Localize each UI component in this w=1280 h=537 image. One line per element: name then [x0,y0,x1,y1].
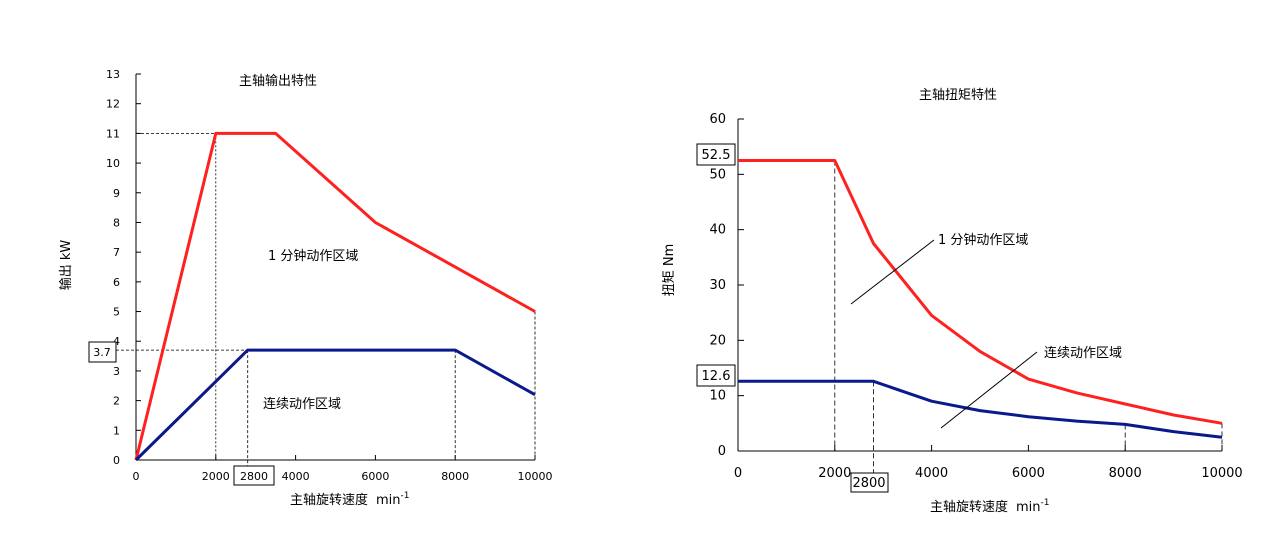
power-y-tick-label: 12 [106,98,120,111]
power-series-one-minute [134,131,536,461]
power-boxed-x-label: 2800 [240,470,268,483]
torque-guide-lines [834,160,1223,473]
torque-leader-line-continuous [940,351,1038,429]
torque-leader-line-one-minute [850,239,935,305]
power-boxed-x-frame [233,465,275,486]
power-y-tick-label: 5 [113,306,120,319]
power-chart-title: 主轴输出特性 [239,73,317,89]
torque-x-tick-label: 10000 [1201,466,1242,481]
torque-y-tick-label: 20 [709,333,726,348]
torque-annotation-continuous: 连续动作区域 [1044,345,1122,361]
power-y-axis-label: 输出 kW [58,240,74,291]
power-x-tick-label: 2000 [202,470,230,483]
torque-x-tick-label: 0 [734,466,742,481]
torque-boxed-y-frame-2 [696,364,736,387]
power-y-tick-label: 13 [106,68,120,81]
power-y-tick-label: 2 [113,395,120,408]
torque-x-tick-label: 8000 [1109,466,1142,481]
torque-x-tick-label: 2000 [818,466,851,481]
torque-y-tick-label: 50 [709,167,726,182]
power-x-tick-label: 10000 [518,470,553,483]
torque-series [738,159,1223,439]
power-boxed-y-label: 3.7 [93,346,111,359]
torque-series-one-minute [738,159,1223,425]
torque-boxed-x-frame [850,472,889,493]
torque-chart-title: 主轴扭矩特性 [919,88,997,103]
torque-x-tick-label: 6000 [1012,466,1045,481]
torque-chart: 主轴扭矩特性 0 10 20 30 40 50 60 0 2000 4000 6000 8000 10… [662,88,1243,515]
power-x-tick-label: 8000 [441,470,469,483]
torque-y-ticks: 0 10 20 30 40 50 60 [709,112,744,459]
torque-series-continuous [738,379,1223,439]
power-x-axis-label: 主轴旋转速度 min-1 [290,491,410,508]
power-y-tick-label: 9 [113,187,120,200]
power-annotation-one-minute: 1 分钟动作区域 [268,248,358,264]
power-y-tick-label: 6 [113,276,120,289]
torque-y-axis-label: 扭矩 Nm [662,244,677,297]
power-y-tick-label: 10 [106,157,120,170]
power-series-continuous [134,348,536,462]
power-x-tick-label: 4000 [282,470,310,483]
power-y-tick-label: 8 [113,216,120,229]
torque-boxed-y-label-1: 52.5 [702,148,731,163]
power-y-tick-label: 1 [113,424,120,437]
power-y-tick-label: 11 [106,127,120,140]
torque-y-tick-label: 0 [718,444,726,459]
power-x-ticks: 0 2000 4000 6000 8000 10000 [133,455,553,483]
power-boxed-y-frame [88,341,117,363]
torque-boxed-y-label-2: 12.6 [702,369,731,384]
torque-x-tick-label: 4000 [915,466,948,481]
torque-x-ticks: 0 2000 4000 6000 8000 10000 [734,445,1243,481]
torque-boxed-y-frame-1 [696,143,736,166]
torque-y-tick-label: 10 [709,389,726,404]
power-x-tick-label: 6000 [361,470,389,483]
power-guide-lines [116,132,536,466]
torque-x-axis-label: 主轴旋转速度 min-1 [930,498,1050,515]
torque-y-tick-label: 60 [709,112,726,127]
power-chart: 主轴输出特性 012345678910111213 02000400060008… [58,68,553,508]
power-y-tick-label: 7 [113,246,120,259]
power-annotation-continuous: 连续动作区域 [263,396,341,412]
power-x-tick-label: 0 [133,470,140,483]
torque-y-tick-label: 40 [709,223,726,238]
power-series [134,131,536,462]
torque-y-tick-label: 30 [709,278,726,293]
torque-boxed-x-label: 2800 [852,476,885,491]
power-y-tick-label: 3 [113,365,120,378]
power-y-ticks: 012345678910111213 [106,68,141,467]
power-y-tick-label: 0 [113,454,120,467]
torque-annotation-one-minute: 1 分钟动作区域 [938,232,1028,248]
